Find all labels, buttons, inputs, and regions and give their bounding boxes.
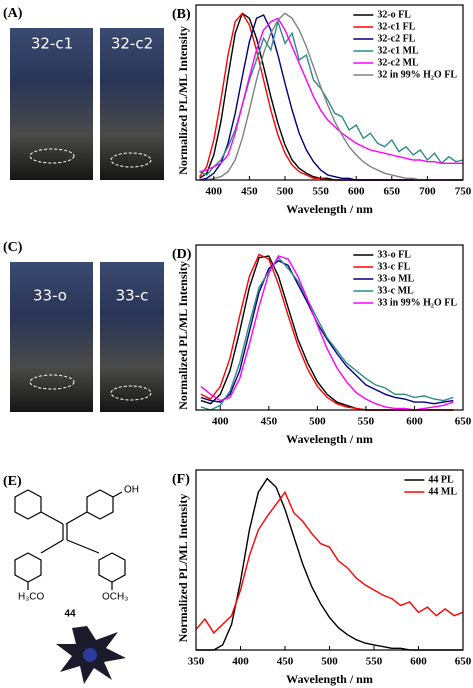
series-line bbox=[200, 256, 454, 411]
x-tick-label: 350 bbox=[188, 656, 205, 668]
legend-label: 32-c2 ML bbox=[377, 57, 419, 68]
legend-label: 33 in 99% H₂O FL bbox=[377, 297, 457, 308]
x-tick-label: 400 bbox=[212, 416, 229, 428]
series-line bbox=[195, 490, 464, 634]
series-line bbox=[200, 253, 454, 411]
x-tick-label: 650 bbox=[384, 186, 401, 198]
series-line bbox=[200, 259, 454, 405]
legend-label: 32-c1 ML bbox=[377, 45, 419, 56]
photo bbox=[10, 28, 93, 180]
x-tick-label: 600 bbox=[348, 186, 365, 198]
x-tick-label: 550 bbox=[366, 656, 383, 668]
photo bbox=[10, 262, 93, 412]
plot-frame bbox=[195, 4, 464, 181]
x-tick-label: 450 bbox=[277, 656, 294, 668]
x-tick-label: 450 bbox=[261, 416, 278, 428]
x-tick-label: 650 bbox=[455, 416, 472, 428]
x-tick-label: 650 bbox=[455, 656, 472, 668]
x-tick-label: 550 bbox=[358, 416, 375, 428]
x-tick-label: 500 bbox=[309, 416, 326, 428]
y-axis-label: Normalized PL/ML Intensity bbox=[176, 261, 190, 410]
x-tick-label: 450 bbox=[241, 186, 258, 198]
x-tick-label: 550 bbox=[312, 186, 329, 198]
x-axis-label: Wavelength / nm bbox=[286, 432, 373, 446]
series-line bbox=[196, 477, 463, 651]
legend-label: 44 ML bbox=[428, 486, 457, 497]
legend-label: 44 PL bbox=[428, 474, 454, 485]
x-tick-label: 600 bbox=[410, 656, 427, 668]
legend-label: 33-o FL bbox=[377, 249, 411, 260]
legend-label: 33-o ML bbox=[377, 273, 414, 284]
panel-label: (B) bbox=[172, 7, 191, 22]
chem-group: OCH₃ bbox=[102, 592, 128, 603]
y-axis-label: Normalized PL/ML Intensity bbox=[176, 494, 190, 643]
x-tick-label: 400 bbox=[206, 186, 223, 198]
legend-label: 32-o FL bbox=[377, 9, 411, 20]
series-line bbox=[200, 255, 454, 411]
x-tick-label: 500 bbox=[277, 186, 294, 198]
x-tick-label: 700 bbox=[419, 186, 436, 198]
legend-label: 33-c ML bbox=[377, 285, 414, 296]
chem-group: OH bbox=[124, 485, 139, 496]
legend-label: 33-c FL bbox=[377, 261, 410, 272]
photo bbox=[100, 262, 164, 412]
panel-label: (A) bbox=[3, 6, 23, 21]
x-tick-label: 600 bbox=[406, 416, 423, 428]
structure bbox=[14, 489, 126, 590]
legend-label: 32-c1 FL bbox=[377, 21, 415, 32]
x-tick-label: 500 bbox=[321, 656, 338, 668]
emission-image bbox=[83, 648, 97, 662]
highlight bbox=[110, 152, 152, 168]
y-axis-label: Normalized PL/ML Intensity bbox=[176, 26, 190, 175]
photo-label: 33-o bbox=[33, 287, 67, 305]
legend-label: 32 in 99% H₂O FL bbox=[377, 69, 457, 80]
panel-label: (F) bbox=[172, 472, 190, 487]
highlight bbox=[29, 148, 75, 164]
panel-label: (C) bbox=[3, 240, 23, 255]
highlight bbox=[110, 385, 152, 401]
compound-label: 44 bbox=[64, 609, 76, 620]
plot-frame bbox=[195, 244, 464, 411]
photo-label: 33-c bbox=[116, 287, 149, 305]
legend-label: 32-c2 FL bbox=[377, 33, 415, 44]
series-line bbox=[199, 17, 463, 173]
panel-label: (E) bbox=[3, 474, 22, 489]
x-axis-label: Wavelength / nm bbox=[286, 202, 373, 216]
photo-label: 32-c1 bbox=[31, 35, 73, 53]
x-tick-label: 400 bbox=[232, 656, 249, 668]
x-axis-label: Wavelength / nm bbox=[286, 672, 373, 686]
chem-group: H₃CO bbox=[18, 592, 45, 603]
panel-label: (D) bbox=[172, 247, 192, 262]
photo bbox=[100, 28, 164, 180]
photo-label: 32-c2 bbox=[111, 35, 153, 53]
plot-frame bbox=[195, 469, 464, 651]
x-tick-label: 750 bbox=[455, 186, 472, 198]
series-line bbox=[199, 19, 464, 176]
highlight bbox=[29, 374, 75, 390]
